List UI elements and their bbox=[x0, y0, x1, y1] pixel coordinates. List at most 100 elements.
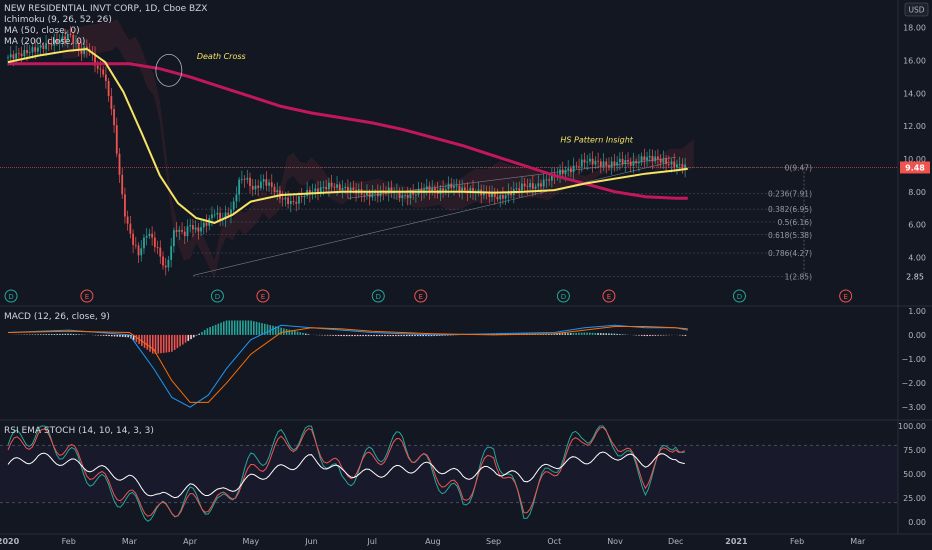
candle-body bbox=[586, 161, 589, 163]
candle-body bbox=[599, 161, 602, 167]
candle-body bbox=[684, 164, 687, 170]
candle-body bbox=[104, 74, 107, 81]
earnings-event-icon bbox=[80, 289, 94, 303]
ichimoku-legend[interactable]: Ichimoku (9, 26, 52, 26) bbox=[4, 15, 112, 25]
candle-body bbox=[540, 183, 542, 187]
candle-body bbox=[477, 189, 480, 193]
candle-body bbox=[670, 161, 673, 165]
candle-body bbox=[491, 192, 493, 197]
low-price-badge bbox=[900, 270, 930, 283]
ma50-legend[interactable]: MA (50, close, 0) bbox=[4, 26, 80, 36]
candle-body bbox=[610, 161, 613, 168]
fib-level-label: 0(9.47) bbox=[785, 164, 812, 173]
chart-legend: NEW RESIDENTIAL INVT CORP, 1D, Cboe BZX … bbox=[4, 4, 207, 48]
candle-body bbox=[12, 54, 15, 59]
candle-body bbox=[602, 161, 605, 167]
candle-body bbox=[308, 190, 311, 195]
last-price-badge bbox=[900, 161, 930, 174]
candle-body bbox=[450, 183, 453, 188]
candle-body bbox=[469, 188, 472, 193]
candle-body bbox=[126, 216, 129, 224]
candle-body bbox=[265, 179, 268, 186]
candle-body bbox=[518, 188, 521, 191]
candle-body bbox=[249, 177, 251, 187]
candle-body bbox=[314, 188, 317, 192]
candle-body bbox=[368, 192, 371, 198]
rsi-tick-label: 25.00 bbox=[903, 494, 926, 503]
rsi-stoch-legend[interactable]: RSI EMA STOCH (14, 10, 14, 3, 3) bbox=[4, 426, 154, 436]
candle-body bbox=[578, 166, 580, 168]
candle-body bbox=[298, 196, 300, 204]
candle-body bbox=[56, 39, 58, 43]
candle-body bbox=[213, 214, 216, 216]
fib-level-label: 0.236(7.91) bbox=[768, 189, 812, 198]
candle-body bbox=[662, 158, 665, 163]
candle-body bbox=[113, 109, 115, 126]
dividend-event-icon bbox=[210, 289, 224, 303]
macd-tick-label: 0.00 bbox=[908, 331, 926, 340]
candle-body bbox=[156, 247, 159, 248]
candle-body bbox=[499, 195, 502, 200]
candle-body bbox=[545, 179, 548, 181]
candle-body bbox=[164, 265, 167, 268]
ma200-legend[interactable]: MA (200, close, 0) bbox=[4, 37, 86, 47]
rsi-tick-label: 0.00 bbox=[908, 518, 926, 527]
candle-body bbox=[69, 33, 72, 35]
candle-body bbox=[178, 229, 181, 232]
candle-body bbox=[300, 196, 303, 198]
dividend-event-icon bbox=[556, 289, 570, 303]
event-label: E bbox=[419, 293, 423, 301]
time-tick-label: Nov bbox=[607, 537, 623, 546]
candle-body bbox=[387, 187, 390, 194]
candle-body bbox=[132, 233, 134, 245]
rsi-line bbox=[7, 451, 685, 499]
candle-body bbox=[53, 39, 56, 46]
stoch-band bbox=[0, 445, 898, 503]
candle-body bbox=[591, 158, 594, 165]
candle-body bbox=[542, 179, 545, 187]
macd-tick-label: 1.00 bbox=[908, 307, 926, 316]
candle-body bbox=[376, 192, 379, 197]
candle-body bbox=[651, 156, 654, 162]
candle-body bbox=[232, 201, 235, 210]
candle-body bbox=[390, 187, 393, 193]
price-tick-label: 6.00 bbox=[908, 221, 926, 230]
candle-body bbox=[374, 192, 377, 194]
earnings-event-icon bbox=[414, 289, 428, 303]
ma50-line bbox=[7, 47, 688, 224]
candle-body bbox=[270, 182, 273, 187]
candle-body bbox=[75, 43, 77, 45]
event-label: D bbox=[376, 293, 381, 301]
event-label: D bbox=[215, 293, 220, 301]
candle-body bbox=[502, 195, 504, 199]
ma200-line bbox=[8, 62, 688, 200]
time-tick-label: Aug bbox=[425, 537, 441, 546]
candle-body bbox=[118, 153, 121, 175]
candle-body bbox=[349, 187, 352, 193]
candle-body bbox=[17, 53, 20, 55]
time-tick-label: Jul bbox=[366, 537, 377, 546]
candle-body bbox=[102, 69, 105, 75]
candle-body bbox=[401, 195, 404, 198]
candle-body bbox=[61, 36, 64, 42]
macd-legend[interactable]: MACD (12, 26, close, 9) bbox=[4, 312, 110, 322]
candle-body bbox=[327, 182, 330, 190]
price-tick-label: 14.00 bbox=[903, 89, 926, 98]
candle-body bbox=[627, 160, 629, 162]
candle-body bbox=[613, 161, 616, 166]
candle-body bbox=[58, 41, 61, 43]
candle-body bbox=[678, 164, 681, 166]
candle-body bbox=[338, 184, 341, 191]
time-tick-label: Mar bbox=[122, 537, 138, 546]
candle-body bbox=[107, 80, 110, 97]
currency-badge bbox=[904, 2, 929, 17]
candle-body bbox=[428, 186, 431, 193]
candle-body bbox=[531, 183, 534, 189]
candle-body bbox=[246, 177, 249, 180]
candle-body bbox=[463, 187, 466, 191]
candle-body bbox=[260, 181, 262, 189]
symbol-title[interactable]: NEW RESIDENTIAL INVT CORP, 1D, Cboe BZX bbox=[4, 4, 208, 14]
candle-body bbox=[458, 185, 461, 192]
candle-body bbox=[205, 222, 208, 226]
